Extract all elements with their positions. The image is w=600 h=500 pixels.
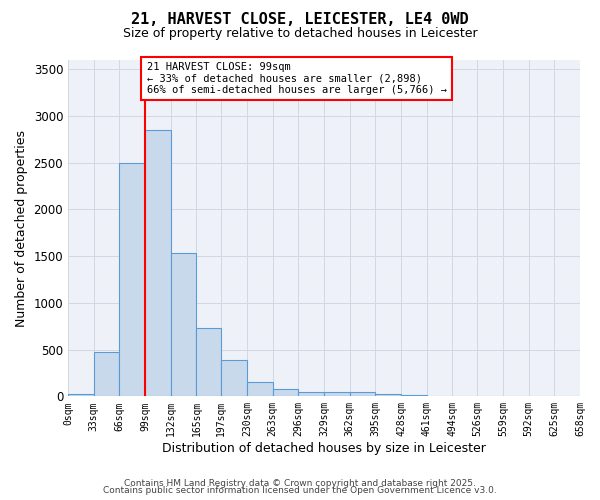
Bar bbox=[221, 360, 247, 397]
Text: Size of property relative to detached houses in Leicester: Size of property relative to detached ho… bbox=[122, 28, 478, 40]
Text: Contains HM Land Registry data © Crown copyright and database right 2025.: Contains HM Land Registry data © Crown c… bbox=[124, 478, 476, 488]
Text: 21 HARVEST CLOSE: 99sqm
← 33% of detached houses are smaller (2,898)
66% of semi: 21 HARVEST CLOSE: 99sqm ← 33% of detache… bbox=[146, 62, 446, 95]
Bar bbox=[247, 382, 272, 396]
X-axis label: Distribution of detached houses by size in Leicester: Distribution of detached houses by size … bbox=[162, 442, 486, 455]
Bar bbox=[171, 254, 196, 396]
Y-axis label: Number of detached properties: Number of detached properties bbox=[15, 130, 28, 326]
Text: 21, HARVEST CLOSE, LEICESTER, LE4 0WD: 21, HARVEST CLOSE, LEICESTER, LE4 0WD bbox=[131, 12, 469, 28]
Bar bbox=[324, 392, 350, 396]
Text: Contains public sector information licensed under the Open Government Licence v3: Contains public sector information licen… bbox=[103, 486, 497, 495]
Bar bbox=[94, 352, 119, 397]
Bar bbox=[145, 130, 171, 396]
Bar bbox=[196, 328, 221, 396]
Bar bbox=[350, 392, 376, 396]
Bar bbox=[272, 389, 298, 396]
Bar bbox=[298, 392, 324, 396]
Bar bbox=[376, 394, 401, 396]
Bar bbox=[119, 163, 145, 396]
Bar bbox=[68, 394, 94, 396]
